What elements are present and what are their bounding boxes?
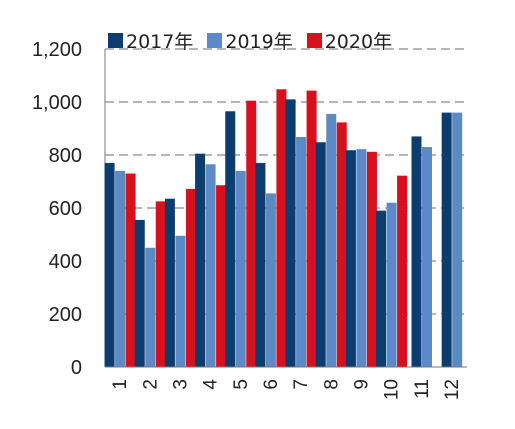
bar-2020-7 <box>306 90 317 367</box>
bar-2017-5 <box>225 111 236 368</box>
bar-2019-6 <box>265 193 276 367</box>
legend-label-2017: 2017年 <box>126 31 194 53</box>
bar-2019-4 <box>205 164 216 367</box>
bar-2019-5 <box>235 170 246 367</box>
x-tick-label: 5 <box>231 379 252 390</box>
bar-2019-10 <box>386 202 397 367</box>
x-tick-label: 8 <box>321 379 342 390</box>
y-tick-label: 200 <box>49 304 82 326</box>
x-tick-label: 9 <box>351 379 372 390</box>
legend-label-2020: 2020年 <box>324 31 393 53</box>
y-tick-label: 1,200 <box>32 39 82 61</box>
legend-swatch-2020 <box>306 33 322 48</box>
bar-2017-3 <box>164 198 175 367</box>
legend-label-2019: 2019年 <box>225 31 293 53</box>
legend-item-2019: 2019年 <box>207 27 293 54</box>
bar-2019-1 <box>115 170 126 367</box>
bar-2017-9 <box>345 150 356 367</box>
x-tick-label: 2 <box>140 379 161 390</box>
bar-2019-11 <box>422 147 432 367</box>
bar-2020-10 <box>397 175 408 367</box>
x-tick-label: 7 <box>291 379 312 390</box>
bar-2020-9 <box>366 151 377 367</box>
bar-2019-7 <box>296 136 307 367</box>
bar-2017-11 <box>411 136 422 367</box>
x-tick-label: 10 <box>382 379 403 400</box>
legend-swatch-2017 <box>108 33 123 48</box>
x-tick-label: 3 <box>170 379 191 390</box>
bar-2020-8 <box>336 122 347 367</box>
legend: 2017年 2019年 2020年 <box>108 27 392 54</box>
y-tick-label: 400 <box>49 251 82 273</box>
bar-2019-2 <box>145 247 156 367</box>
y-tick-label: 800 <box>49 145 82 167</box>
bar-2020-3 <box>185 188 196 367</box>
bar-2017-7 <box>285 99 296 367</box>
bar-2020-4 <box>216 185 227 367</box>
legend-swatch-2019 <box>207 33 223 48</box>
x-tick-label: 12 <box>442 379 463 400</box>
x-tick-label: 11 <box>412 379 433 399</box>
bar-2017-6 <box>255 162 266 367</box>
bar-2017-1 <box>104 162 115 367</box>
x-tick-label: 6 <box>261 379 282 390</box>
y-tick-label: 600 <box>49 198 82 220</box>
bar-2020-6 <box>276 89 287 367</box>
bar-2017-4 <box>195 153 206 367</box>
y-tick-label: 1,000 <box>32 92 82 114</box>
x-tick-label: 4 <box>201 379 222 390</box>
x-tick-label: 1 <box>110 379 131 390</box>
bar-2017-2 <box>134 219 145 367</box>
bar-2017-12 <box>441 112 452 367</box>
bar-2019-8 <box>326 113 337 367</box>
bar-2019-3 <box>175 235 186 367</box>
bar-2017-8 <box>315 142 326 367</box>
bar-2020-1 <box>125 173 136 367</box>
bar-2017-10 <box>376 210 387 367</box>
legend-item-2020: 2020年 <box>306 27 393 54</box>
bar-2019-9 <box>356 149 367 367</box>
bar-2020-5 <box>246 100 257 368</box>
bar-2020-2 <box>155 201 166 367</box>
bar-2019-12 <box>452 112 463 367</box>
legend-item-2017: 2017年 <box>108 27 193 54</box>
y-tick-label: 0 <box>71 357 82 379</box>
